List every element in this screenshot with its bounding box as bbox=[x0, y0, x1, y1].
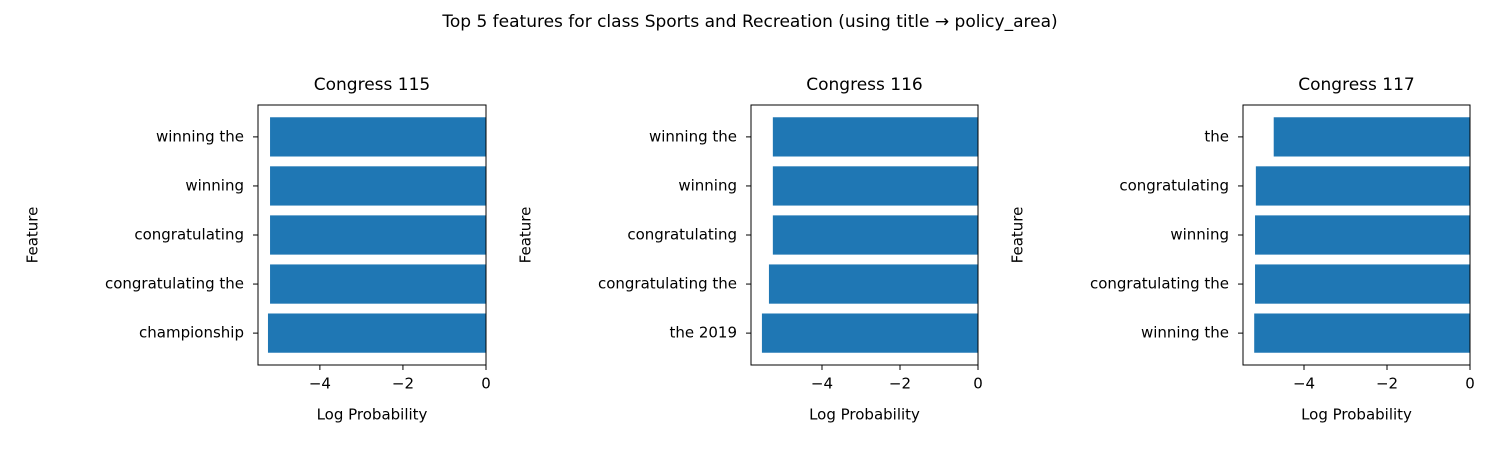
x-axis-label: Log Probability bbox=[317, 406, 428, 424]
bar bbox=[270, 166, 486, 206]
bar bbox=[1254, 313, 1470, 353]
bar bbox=[761, 313, 978, 353]
y-axis-label: Feature bbox=[24, 207, 42, 264]
axes-frame bbox=[257, 104, 487, 366]
axes-frame bbox=[1242, 104, 1471, 366]
y-tick-label: the bbox=[1204, 127, 1229, 145]
y-tick-label: winning bbox=[185, 176, 244, 194]
bar bbox=[1273, 117, 1470, 157]
bar bbox=[772, 166, 978, 206]
y-tick-label: congratulating bbox=[627, 226, 737, 244]
x-tick-label: −2 bbox=[1376, 375, 1398, 393]
y-axis-label: Feature bbox=[517, 207, 535, 264]
x-axis-label: Log Probability bbox=[1301, 406, 1412, 424]
y-tick-label: the 2019 bbox=[669, 324, 737, 342]
y-tick-label: congratulating the bbox=[105, 275, 244, 293]
bar bbox=[267, 313, 486, 353]
subplot-title: Congress 117 bbox=[1298, 75, 1414, 95]
y-tick-label: winning the bbox=[649, 127, 737, 145]
x-tick-label: −4 bbox=[1293, 375, 1315, 393]
y-tick-label: winning bbox=[678, 176, 737, 194]
bar bbox=[1255, 264, 1470, 304]
y-tick-label: congratulating the bbox=[598, 275, 737, 293]
subplot: Congress 117 the congratulating winning cong… bbox=[1009, 75, 1475, 424]
subplot-title: Congress 115 bbox=[314, 75, 430, 95]
y-tick-label: winning bbox=[1170, 226, 1229, 244]
x-tick-label: 0 bbox=[1465, 375, 1475, 393]
bar bbox=[270, 264, 486, 304]
bar bbox=[1255, 215, 1470, 255]
x-tick-label: 0 bbox=[481, 375, 491, 393]
x-tick-label: 0 bbox=[973, 375, 983, 393]
y-tick-label: championship bbox=[139, 324, 244, 342]
bar bbox=[772, 215, 978, 255]
y-axis-label: Feature bbox=[1009, 207, 1027, 264]
x-axis-label: Log Probability bbox=[809, 406, 920, 424]
y-tick-label: winning the bbox=[156, 127, 244, 145]
bar bbox=[1255, 166, 1470, 206]
figure-title: Top 5 features for class Sports and Recr… bbox=[441, 12, 1057, 32]
y-tick-label: congratulating bbox=[134, 226, 244, 244]
bar bbox=[270, 215, 486, 255]
bar bbox=[768, 264, 978, 304]
x-tick-label: −2 bbox=[889, 375, 911, 393]
y-tick-label: congratulating bbox=[1119, 176, 1229, 194]
bar bbox=[270, 117, 486, 157]
bar bbox=[772, 117, 978, 157]
subplot: Congress 116 winning the winning congratula… bbox=[517, 75, 983, 424]
y-tick-label: winning the bbox=[1141, 324, 1229, 342]
subplot: Congress 115 winning the winning congratula… bbox=[24, 75, 491, 424]
x-tick-label: −4 bbox=[811, 375, 833, 393]
axes-frame bbox=[750, 104, 979, 366]
x-tick-label: −2 bbox=[392, 375, 414, 393]
y-tick-label: congratulating the bbox=[1090, 275, 1229, 293]
x-tick-label: −4 bbox=[309, 375, 331, 393]
subplot-title: Congress 116 bbox=[806, 75, 922, 95]
